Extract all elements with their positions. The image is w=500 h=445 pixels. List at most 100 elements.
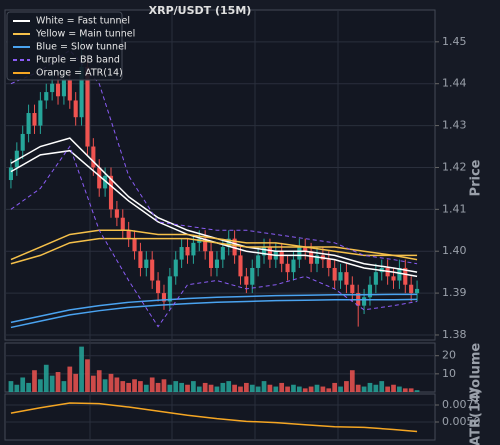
volume-bar [332,382,338,392]
volume-bar [414,390,420,392]
indicator-line [10,293,418,324]
candle-body [55,83,61,97]
candle-body [132,238,137,252]
volume-bar [191,381,196,392]
volume-bar [79,346,84,392]
y-tick-label: 1.40 [442,244,467,257]
indicator-line [10,298,418,329]
volume-bar [8,381,14,392]
volume-bar [126,382,132,392]
volume-bar [344,381,349,392]
volume-bar [402,388,408,392]
volume-bar [155,382,161,392]
indicator-line [10,49,418,265]
y-tick-label: 1.42 [442,160,467,173]
volume-bar [114,377,120,392]
candle-body [344,272,349,285]
legend-label: Purple = BB band [36,55,120,66]
volume-bar [61,381,67,392]
volume-axis-label: Volume [469,343,484,398]
candle-body [391,276,396,281]
candle-body [214,259,220,268]
candle-body [144,259,149,268]
volume-bar [296,386,302,392]
candle-body [208,251,214,268]
volume-bar [385,386,390,392]
candle-body [167,276,172,302]
volume-bar [349,370,355,392]
candle-body [38,100,43,126]
volume-bar [49,375,55,392]
candle-body [203,238,208,252]
candle-body [191,242,196,256]
volume-bar [43,364,49,392]
volume-bar [149,377,155,392]
candle-body [403,267,408,285]
volume-bar [308,386,314,392]
volume-bar [120,381,126,392]
price-axis-label: Price [469,159,484,196]
volume-bar [108,373,114,392]
volume-bar [338,386,343,392]
volume-bar [355,384,361,392]
vertical-grid [89,10,339,440]
candle-body [8,167,14,181]
y-tick-label: 1.43 [442,119,467,132]
volume-bar [173,381,179,392]
chart-title: XRP/USDT (15M) [149,4,252,17]
volume-bar [185,384,190,392]
candle-body [326,259,331,268]
y-tick-label: 0.0075 [442,398,481,411]
volume-bar [90,375,96,392]
indicator-line [10,229,418,261]
y-tick-label: 1.39 [442,286,467,299]
candle-body [261,247,267,256]
candle-body [362,297,367,306]
volume-bar [38,379,43,392]
volume-bar [14,384,20,392]
volume-bar [244,382,249,392]
legend-items: White = Fast tunnel Yellow = Main tunnel B… [13,16,135,79]
volume-bar [161,379,167,392]
volume-bar [379,381,385,392]
candle-body [61,79,66,97]
volume-bar [249,384,255,392]
candle-body [279,251,284,264]
candle-body [138,251,143,268]
candle-body [50,83,55,93]
candle-body [226,238,231,248]
volume-bar [32,370,37,392]
volume-bar [214,386,220,392]
candle-body [173,259,178,277]
volume-bar [285,386,290,392]
y-tick-label: 1.38 [442,328,467,341]
candle-body [179,247,184,260]
volume-bar [143,384,149,392]
candle-body [367,284,373,298]
candle-body [185,247,190,256]
candle-body [91,146,96,168]
volume-bar [391,384,396,392]
legend [6,11,123,81]
candle-body [385,267,390,277]
candle-body [108,175,114,210]
candle-body [244,276,249,285]
volume-bar [367,382,373,392]
candle-body [285,263,290,273]
plot [5,33,439,433]
candle-body [44,92,49,101]
volume-bar [326,388,332,392]
candle-body [350,284,355,294]
candle-body [373,272,378,285]
y-tick-label: 20 [442,349,456,362]
volume-bar [202,382,208,392]
y-tick-label: 0.0050 [442,415,481,428]
candle-body [97,167,102,189]
volume-bar [238,386,243,392]
candle-body [150,259,155,281]
volume-bar [220,382,226,392]
candle-body [414,288,420,294]
candle-body [26,113,31,134]
volume-bar [167,384,173,392]
